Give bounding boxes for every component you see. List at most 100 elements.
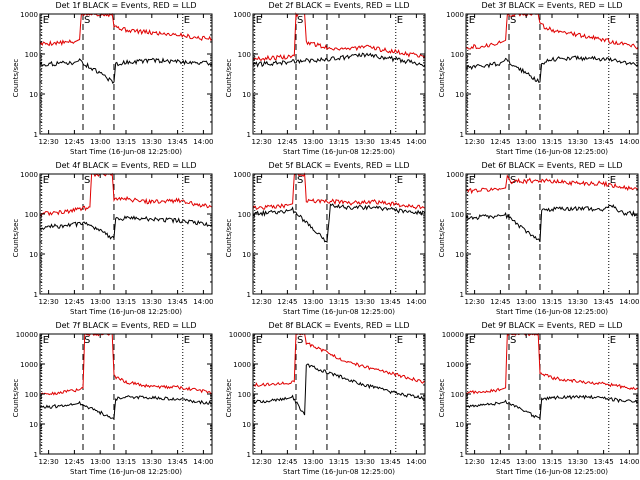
y-tick-label: 10 <box>29 421 38 429</box>
x-tick-label: 14:00 <box>193 458 213 466</box>
x-tick-label: 13:15 <box>329 458 349 466</box>
event-marker-label: S <box>297 175 303 186</box>
x-tick-label: 12:45 <box>277 138 297 146</box>
x-tick-label: 13:15 <box>116 298 136 306</box>
event-marker-label: S <box>297 15 303 26</box>
panel-title: Det 1f BLACK = Events, RED = LLD <box>55 1 197 10</box>
events-series-line <box>39 395 213 420</box>
y-tick-label: 10 <box>242 421 251 429</box>
x-tick-label: 13:15 <box>116 138 136 146</box>
y-axis-label: Counts/sec <box>12 218 20 258</box>
y-tick-label: 10000 <box>229 331 251 339</box>
lld-series-line <box>39 333 213 396</box>
event-marker-label: S <box>510 15 516 26</box>
x-tick-label: 12:30 <box>39 138 59 146</box>
panel-title: Det 9f BLACK = Events, RED = LLD <box>481 321 623 330</box>
y-tick-label: 10 <box>455 421 464 429</box>
x-tick-label: 12:30 <box>465 458 485 466</box>
x-tick-label: 13:15 <box>542 298 562 306</box>
x-tick-label: 13:45 <box>381 298 401 306</box>
x-tick-label: 12:45 <box>64 458 84 466</box>
event-marker-label: E <box>610 15 616 26</box>
y-tick-label: 100 <box>25 391 38 399</box>
y-tick-label: 10 <box>29 251 38 259</box>
lld-series-line <box>465 332 639 395</box>
x-tick-label: 14:00 <box>193 298 213 306</box>
y-tick-label: 10 <box>242 91 251 99</box>
x-tick-label: 12:30 <box>465 138 485 146</box>
detector-panel: E S E 1 10 100 1000 10000 12:30 12:45 13:00 13:15 13… <box>0 320 213 480</box>
x-tick-label: 13:15 <box>329 298 349 306</box>
x-tick-label: 13:30 <box>142 458 162 466</box>
events-series-line <box>252 203 426 243</box>
x-tick-label: 13:30 <box>355 298 375 306</box>
panel-title: Det 6f BLACK = Events, RED = LLD <box>481 161 623 170</box>
y-tick-label: 100 <box>451 51 464 59</box>
x-tick-label: 14:00 <box>406 458 426 466</box>
x-tick-label: 13:30 <box>355 138 375 146</box>
event-marker-label: E <box>397 15 403 26</box>
lld-series-line <box>39 172 213 217</box>
panel-plot: E S E 1 10 100 1000 10000 12:30 12:45 13:00 13:15 13… <box>16 331 213 466</box>
event-marker-label: S <box>84 335 90 346</box>
x-tick-label: 13:00 <box>90 298 110 306</box>
panel-plot: E S E 1 10 100 1000 12:30 12:45 13:00 13:15 13:30 13… <box>233 171 426 306</box>
event-marker-label: E <box>469 15 475 26</box>
panel-title: Det 3f BLACK = Events, RED = LLD <box>481 1 623 10</box>
x-tick-label: 13:45 <box>594 138 614 146</box>
plot-frame <box>465 173 639 295</box>
events-series-line <box>39 215 213 240</box>
x-tick-label: 13:45 <box>381 138 401 146</box>
y-axis-label: Counts/sec <box>12 58 20 98</box>
y-tick-label: 100 <box>451 391 464 399</box>
x-tick-label: 13:15 <box>329 138 349 146</box>
events-series-line <box>465 394 639 420</box>
event-marker-label: E <box>610 335 616 346</box>
x-tick-label: 13:00 <box>516 458 536 466</box>
x-axis-label: Start Time (16-Jun-08 12:25:00) <box>283 148 395 156</box>
panel-title: Det 2f BLACK = Events, RED = LLD <box>268 1 410 10</box>
x-axis-label: Start Time (16-Jun-08 12:25:00) <box>70 148 182 156</box>
panel-plot: E S E 1 10 100 1000 12:30 12:45 13:00 13:15 13:30 13… <box>446 171 639 306</box>
x-tick-label: 12:45 <box>490 458 510 466</box>
x-tick-label: 13:45 <box>168 458 188 466</box>
x-tick-label: 13:15 <box>542 458 562 466</box>
event-marker-label: E <box>610 175 616 186</box>
y-tick-label: 1000 <box>20 11 38 19</box>
x-tick-label: 12:30 <box>252 138 272 146</box>
y-tick-label: 1 <box>247 131 251 139</box>
x-tick-label: 13:00 <box>303 138 323 146</box>
y-axis-label: Counts/sec <box>225 218 233 258</box>
x-axis-label: Start Time (16-Jun-08 12:25:00) <box>283 308 395 316</box>
lld-series-line <box>465 174 639 195</box>
plot-frame <box>465 333 639 455</box>
event-marker-label: S <box>297 335 303 346</box>
y-axis-label: Counts/sec <box>225 58 233 98</box>
y-tick-label: 1 <box>460 291 464 299</box>
x-axis-label: Start Time (16-Jun-08 12:25:00) <box>496 308 608 316</box>
y-tick-label: 10 <box>242 251 251 259</box>
event-marker-label: E <box>43 335 49 346</box>
y-tick-label: 1000 <box>20 171 38 179</box>
x-tick-label: 14:00 <box>619 458 639 466</box>
x-tick-label: 14:00 <box>406 298 426 306</box>
y-tick-label: 100 <box>238 211 251 219</box>
lld-series-line <box>252 12 426 62</box>
event-marker-label: E <box>256 15 262 26</box>
lld-series-line <box>252 172 426 210</box>
y-tick-label: 1 <box>460 451 464 459</box>
y-tick-label: 10 <box>455 91 464 99</box>
detector-panel: E S E 1 10 100 1000 10000 12:30 12:45 13:00 13:15 13… <box>426 320 639 480</box>
x-tick-label: 13:00 <box>516 138 536 146</box>
x-tick-label: 13:00 <box>90 138 110 146</box>
detector-panel: E S E 1 10 100 1000 12:30 12:45 13:00 13:15 13:30 13… <box>0 0 213 160</box>
y-axis-label: Counts/sec <box>225 378 233 418</box>
x-tick-label: 12:30 <box>252 298 272 306</box>
panel-plot: E S E 1 10 100 1000 12:30 12:45 13:00 13:15 13:30 13… <box>446 11 639 146</box>
y-tick-label: 1000 <box>446 361 464 369</box>
x-tick-label: 13:00 <box>516 298 536 306</box>
events-series-line <box>39 57 213 84</box>
x-tick-label: 13:15 <box>116 458 136 466</box>
x-tick-label: 13:30 <box>568 298 588 306</box>
